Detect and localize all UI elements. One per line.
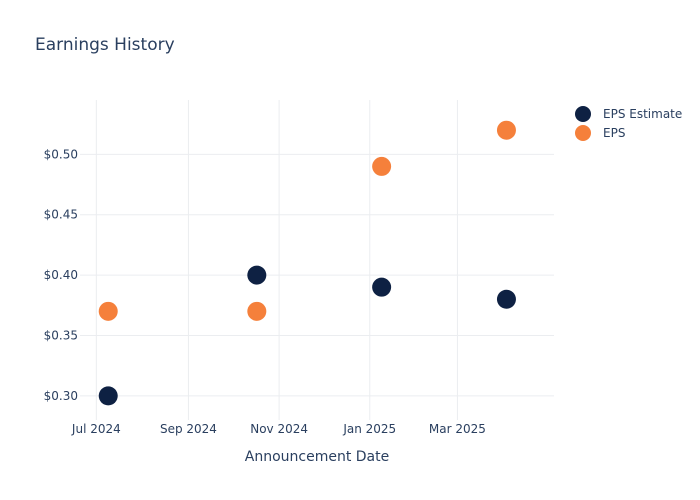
eps-point	[372, 156, 392, 176]
eps-point	[98, 301, 118, 321]
grid-lines	[80, 100, 554, 420]
data-points	[98, 120, 516, 406]
x-tick-label: Jan 2025	[342, 422, 396, 436]
eps-point	[496, 120, 516, 140]
eps-estimate-legend-marker	[575, 106, 591, 122]
eps-estimate-point	[98, 386, 118, 406]
eps-estimate-point	[496, 289, 516, 309]
y-tick-label: $0.50	[44, 147, 78, 161]
eps-legend-marker	[575, 125, 591, 141]
eps-estimate-legend-label: EPS Estimate	[603, 107, 682, 121]
x-tick-label: Nov 2024	[250, 422, 308, 436]
y-tick-label: $0.45	[44, 208, 78, 222]
x-tick-label: Jul 2024	[71, 422, 121, 436]
legend: EPS Estimate EPS	[575, 106, 682, 141]
eps-point	[247, 301, 267, 321]
y-tick-label: $0.35	[44, 328, 78, 342]
eps-estimate-point	[372, 277, 392, 297]
x-axis-title: Announcement Date	[245, 449, 389, 465]
axis-ticks: $0.30 $0.35 $0.40 $0.45 $0.50 Jul 2024 Sep 202…	[44, 147, 486, 436]
chart-title: Earnings History	[35, 35, 175, 55]
eps-legend-label: EPS	[603, 126, 625, 140]
y-tick-label: $0.40	[44, 268, 78, 282]
y-tick-label: $0.30	[44, 389, 78, 403]
x-tick-label: Mar 2025	[429, 422, 486, 436]
eps-estimate-point	[247, 265, 267, 285]
x-tick-label: Sep 2024	[160, 422, 217, 436]
